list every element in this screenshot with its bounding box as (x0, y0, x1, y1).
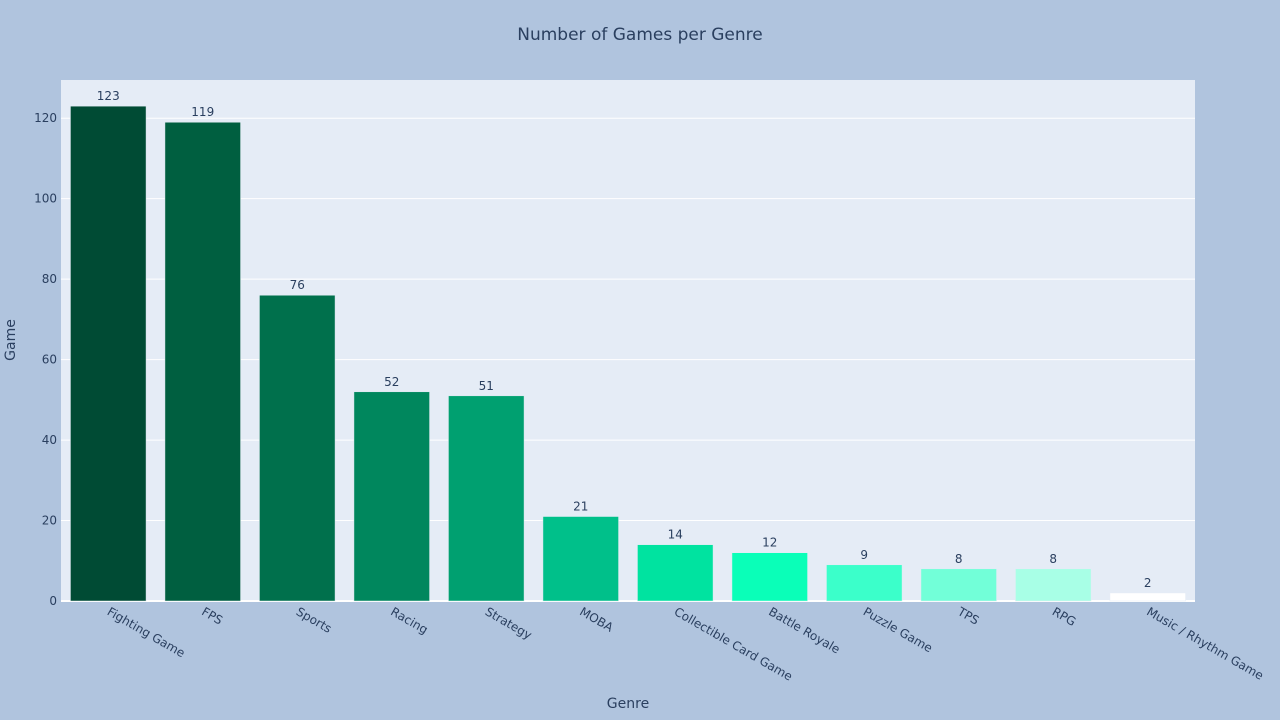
y-axis-ticks: 0 20 40 60 80 100 120 (34, 111, 57, 608)
data-labels: 123 119 76 52 51 21 14 12 9 8 8 2 (97, 89, 1152, 590)
bars (70, 105, 1186, 602)
y-tick-label: 60 (42, 353, 57, 367)
chart-title: Number of Games per Genre (517, 25, 762, 45)
x-tick-label: TPS (954, 604, 981, 628)
x-tick-label: Racing (388, 604, 430, 636)
x-tick-label: Music / Rhythm Game (1144, 604, 1266, 682)
x-tick-label: FPS (199, 604, 225, 627)
x-tick-label: MOBA (577, 604, 616, 635)
y-tick-label: 0 (49, 594, 57, 608)
x-tick-label: Battle Royale (766, 604, 842, 656)
data-label: 123 (97, 89, 120, 103)
x-axis-ticks: Fighting Game FPS Sports Racing Strategy MOBA… (105, 604, 1266, 684)
bar-8[interactable] (731, 552, 808, 602)
data-label: 9 (860, 548, 868, 562)
bar-2[interactable] (164, 121, 241, 602)
x-tick-label: Sports (294, 604, 334, 635)
data-label: 8 (955, 552, 963, 566)
x-tick-label: RPG (1050, 604, 1079, 629)
y-tick-label: 120 (34, 111, 57, 125)
bar-1[interactable] (70, 105, 147, 602)
bar-10[interactable] (920, 568, 997, 602)
y-tick-label: 40 (42, 433, 57, 447)
y-tick-label: 80 (42, 272, 57, 286)
y-axis-title: Game (3, 319, 19, 361)
data-label: 2 (1144, 576, 1152, 590)
x-tick-label: Strategy (483, 604, 535, 642)
bar-5[interactable] (448, 395, 525, 602)
data-label: 12 (762, 536, 777, 550)
x-axis-title: Genre (607, 696, 649, 712)
data-label: 14 (668, 528, 683, 542)
bar-11[interactable] (1015, 568, 1092, 602)
bar-9[interactable] (826, 564, 903, 602)
bar-6[interactable] (542, 516, 619, 602)
data-label: 52 (384, 375, 399, 389)
y-tick-label: 20 (42, 514, 57, 528)
data-label: 119 (191, 105, 214, 119)
data-label: 76 (290, 278, 305, 292)
bar-7[interactable] (637, 544, 714, 602)
data-label: 21 (573, 500, 588, 514)
data-label: 51 (479, 379, 494, 393)
bar-4[interactable] (353, 391, 430, 602)
x-tick-label: Puzzle Game (861, 604, 935, 655)
gridlines (61, 117, 1195, 602)
bar-12[interactable] (1109, 592, 1186, 602)
plot-area (61, 80, 1195, 601)
x-tick-label: Fighting Game (105, 604, 188, 660)
data-label: 8 (1049, 552, 1057, 566)
y-tick-label: 100 (34, 192, 57, 206)
bar-3[interactable] (259, 294, 336, 602)
